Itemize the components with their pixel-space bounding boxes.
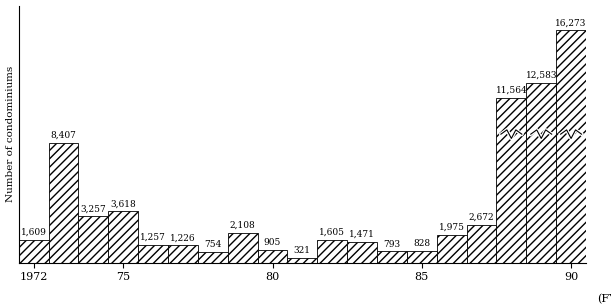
Bar (496, 98, 526, 263)
Bar (138, 245, 168, 263)
Bar (526, 83, 556, 263)
Text: 2,108: 2,108 (230, 221, 255, 230)
Bar (437, 235, 467, 263)
Bar (258, 250, 287, 263)
Text: 1,609: 1,609 (21, 228, 46, 237)
Text: 11,564: 11,564 (496, 86, 527, 95)
Bar (467, 225, 496, 263)
Text: 12,583: 12,583 (525, 71, 557, 80)
Text: 3,618: 3,618 (111, 199, 136, 208)
Text: 3,257: 3,257 (81, 204, 106, 213)
Bar (19, 240, 49, 263)
Bar (108, 211, 138, 263)
Bar (407, 251, 437, 263)
Bar (168, 245, 198, 263)
Text: 828: 828 (413, 239, 430, 248)
Bar (78, 216, 108, 263)
Text: 1,471: 1,471 (349, 230, 375, 239)
Bar (228, 233, 258, 263)
Text: 16,273: 16,273 (555, 18, 587, 27)
Bar (49, 143, 78, 263)
Text: 321: 321 (294, 246, 311, 255)
Text: 2,672: 2,672 (469, 213, 494, 222)
Text: 8,407: 8,407 (51, 131, 76, 140)
Text: 1,226: 1,226 (170, 233, 196, 243)
Text: 1,257: 1,257 (140, 233, 166, 242)
Text: 793: 793 (383, 239, 400, 249)
Text: 1,975: 1,975 (439, 223, 464, 232)
Bar (317, 240, 347, 263)
X-axis label: (FY): (FY) (597, 293, 611, 304)
Bar (287, 258, 317, 263)
Bar (198, 252, 228, 263)
Bar (556, 30, 586, 263)
Text: 1,605: 1,605 (319, 228, 345, 237)
Text: 905: 905 (264, 238, 281, 247)
Text: 754: 754 (204, 240, 221, 249)
Bar (377, 251, 407, 263)
Bar (347, 242, 377, 263)
Y-axis label: Number of condominiums: Number of condominiums (5, 66, 15, 202)
